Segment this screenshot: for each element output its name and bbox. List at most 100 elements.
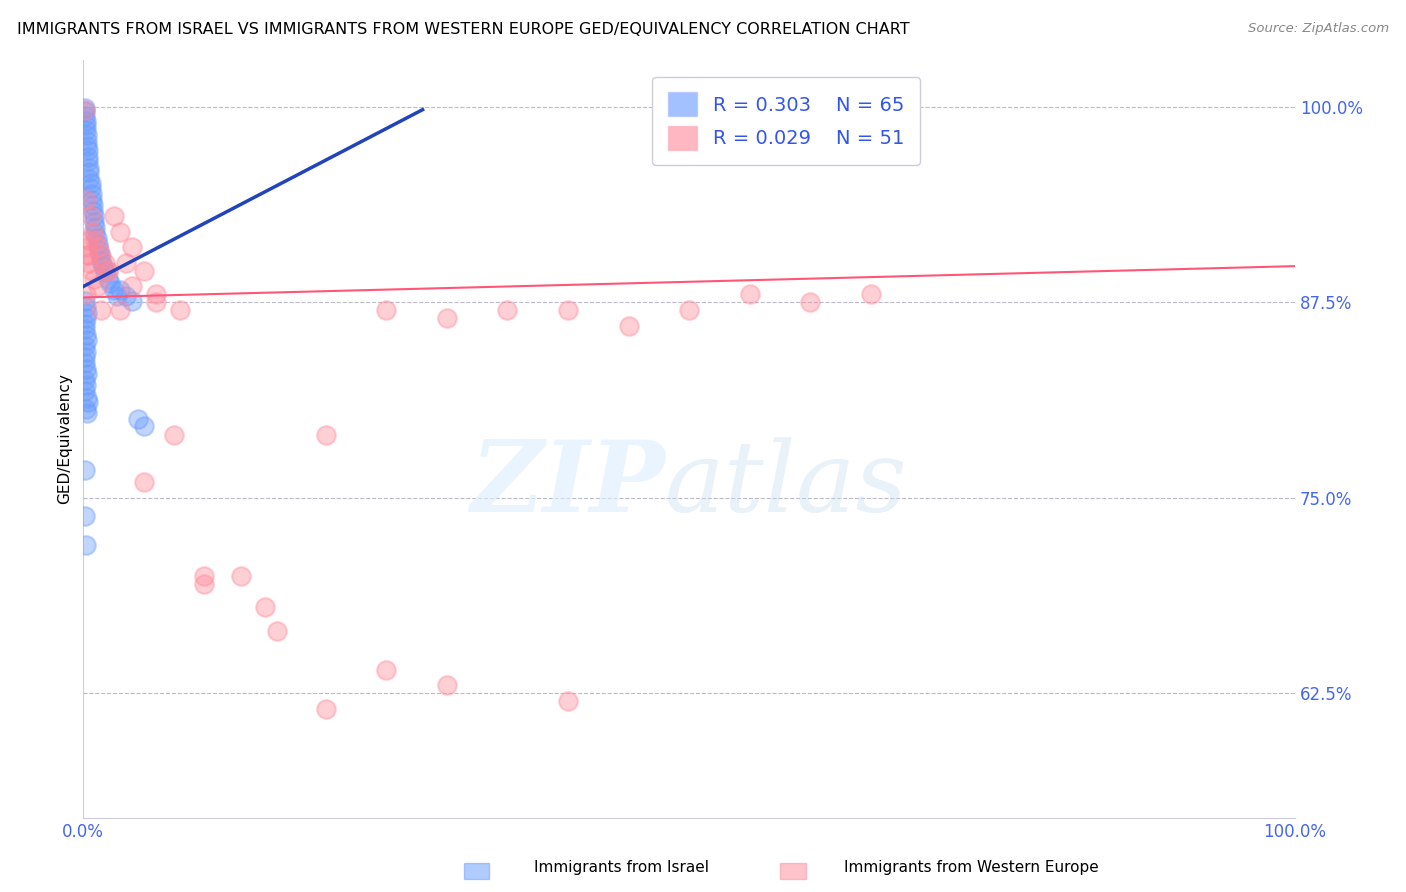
Point: [84, 220, 107, 235]
Legend: R = 0.303    N = 65, R = 0.029    N = 51: R = 0.303 N = 65, R = 0.029 N = 51: [652, 77, 920, 165]
Point: [82, 204, 104, 219]
Point: [76, 134, 98, 148]
Point: [103, 209, 125, 223]
Point: [132, 264, 155, 278]
Point: [73, 109, 96, 123]
Point: [75, 300, 97, 314]
Point: [75, 328, 97, 343]
Text: IMMIGRANTS FROM ISRAEL VS IMMIGRANTS FROM WESTERN EUROPE GED/EQUIVALENCY CORRELA: IMMIGRANTS FROM ISRAEL VS IMMIGRANTS FRO…: [17, 22, 910, 37]
Point: [76, 367, 98, 381]
Point: [73, 103, 96, 117]
Point: [108, 225, 131, 239]
Point: [75, 287, 97, 301]
Point: [375, 302, 398, 317]
Point: [77, 150, 100, 164]
Point: [73, 356, 96, 370]
Point: [127, 412, 149, 426]
Point: [105, 289, 128, 303]
Point: [145, 287, 167, 301]
Point: [90, 302, 112, 317]
Point: [121, 279, 143, 293]
Point: [108, 283, 131, 297]
Point: [375, 663, 398, 677]
Point: [266, 624, 288, 638]
Point: [90, 248, 112, 262]
Point: [87, 237, 110, 252]
Point: [254, 600, 277, 615]
Point: [83, 271, 105, 285]
Point: [193, 576, 215, 591]
Point: [77, 154, 100, 169]
Point: [87, 244, 110, 258]
Point: [87, 240, 110, 254]
Text: ZIP: ZIP: [470, 436, 665, 533]
Point: [87, 279, 110, 293]
Point: [96, 264, 118, 278]
Point: [76, 248, 98, 262]
Point: [169, 302, 191, 317]
Point: [76, 128, 98, 142]
Point: [91, 259, 114, 273]
Point: [73, 317, 96, 331]
Point: [114, 289, 136, 303]
Point: [121, 240, 143, 254]
Point: [75, 401, 97, 416]
Point: [80, 264, 103, 278]
Point: [315, 428, 337, 442]
Point: [76, 240, 98, 254]
Text: atlas: atlas: [665, 437, 908, 533]
Point: [89, 248, 111, 262]
Point: [79, 233, 101, 247]
Point: [79, 181, 101, 195]
Point: [436, 678, 458, 692]
Point: [84, 227, 107, 241]
Point: [859, 287, 882, 301]
Point: [75, 113, 97, 128]
Point: [163, 428, 186, 442]
Point: [76, 333, 98, 347]
Point: [94, 256, 117, 270]
Point: [76, 406, 98, 420]
Point: [678, 302, 700, 317]
Point: [98, 277, 121, 291]
Point: [82, 198, 104, 212]
Point: [76, 391, 98, 405]
Point: [82, 225, 104, 239]
Point: [79, 171, 101, 186]
Point: [108, 302, 131, 317]
Point: [79, 161, 101, 175]
Point: [75, 345, 97, 359]
Point: [79, 165, 101, 179]
Point: [229, 569, 252, 583]
Point: [73, 384, 96, 399]
Point: [738, 287, 761, 301]
Point: [75, 378, 97, 392]
Point: [86, 231, 108, 245]
Point: [73, 293, 96, 308]
Point: [73, 509, 96, 524]
Point: [436, 310, 458, 325]
Point: [193, 569, 215, 583]
Point: [73, 462, 96, 476]
Point: [94, 265, 117, 279]
Point: [315, 702, 337, 716]
Point: [75, 538, 97, 552]
Point: [90, 254, 112, 268]
Point: [83, 209, 105, 223]
Point: [75, 194, 97, 208]
Point: [557, 694, 579, 708]
Point: [617, 318, 640, 333]
Point: [496, 302, 519, 317]
Point: [76, 138, 98, 153]
Point: [73, 101, 96, 115]
Point: [77, 248, 100, 262]
Point: [132, 475, 155, 489]
Point: [80, 194, 103, 208]
Point: [103, 283, 125, 297]
Point: [75, 310, 97, 325]
Point: [145, 295, 167, 310]
Point: [75, 123, 97, 137]
Point: [80, 187, 103, 202]
Point: [557, 302, 579, 317]
Point: [79, 256, 101, 270]
